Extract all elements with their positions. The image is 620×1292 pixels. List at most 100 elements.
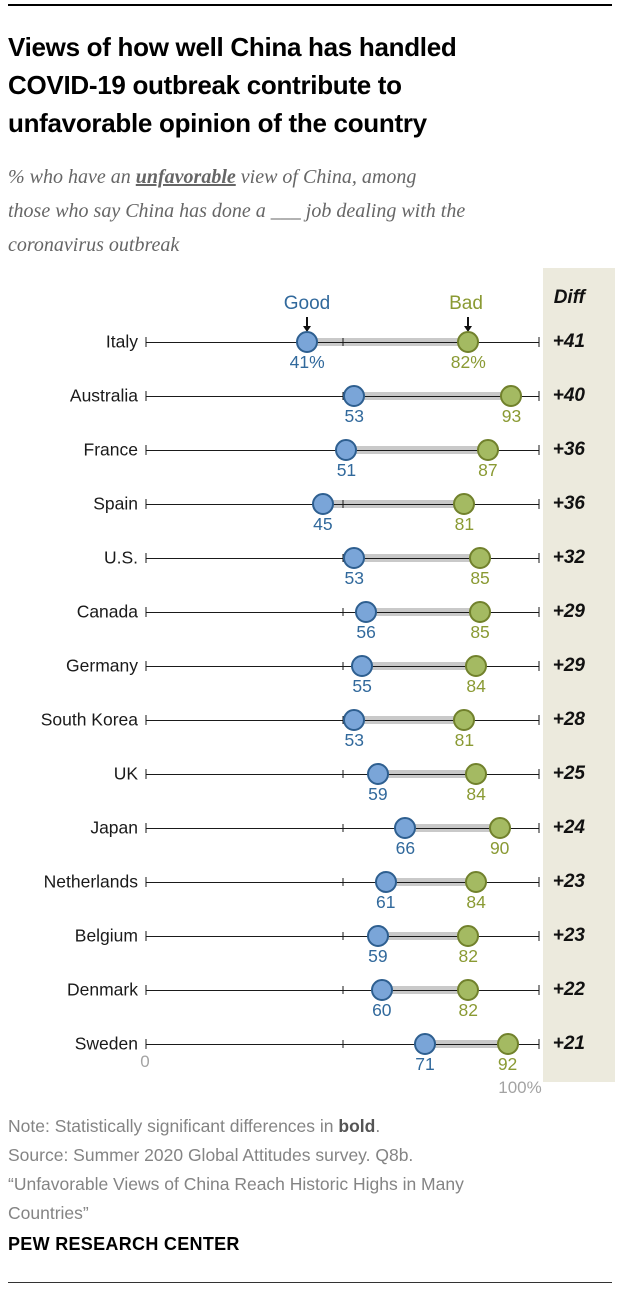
diff-value: +29	[552, 655, 585, 676]
diff-value: +36	[552, 493, 585, 514]
axis-tick	[342, 716, 343, 724]
axis-tick	[342, 500, 343, 508]
good-dot	[366, 763, 389, 785]
bad-dot	[465, 655, 488, 677]
legend-good-arrow-icon	[303, 326, 311, 332]
diff-value: +22	[552, 979, 585, 1000]
bad-value: 92	[497, 1054, 518, 1074]
axis-tick	[342, 662, 343, 670]
axis-tick	[538, 607, 540, 617]
good-dot	[366, 925, 389, 947]
diff-column-header: Diff	[553, 287, 585, 308]
bad-dot	[453, 493, 476, 515]
bad-value: 81	[454, 514, 475, 534]
bad-dot	[457, 979, 480, 1001]
bad-value: 93	[501, 406, 522, 426]
axis-tick	[538, 823, 540, 833]
title-line-2: COVID-19 outbreak contribute to	[8, 70, 402, 100]
axis-tick	[342, 824, 343, 832]
note-bold-word: bold	[338, 1116, 376, 1136]
axis-tick	[538, 337, 540, 347]
axis-tick	[342, 392, 343, 400]
bad-value: 90	[489, 838, 510, 858]
good-value: 61	[375, 892, 396, 912]
axis-tick	[145, 391, 147, 401]
bad-dot	[457, 925, 480, 947]
good-dot	[414, 1033, 437, 1055]
diff-value: +28	[552, 709, 585, 730]
bad-value: 85	[470, 568, 490, 588]
diff-value: +36	[552, 439, 585, 460]
country-label: France	[83, 439, 138, 460]
chart-footer: Note: Statistically significant differen…	[8, 1112, 520, 1228]
good-dot	[370, 979, 393, 1001]
axis-tick	[538, 391, 540, 401]
bad-value: 82	[458, 946, 478, 966]
legend-bad-pointer	[467, 317, 469, 326]
good-value: 59	[368, 784, 388, 804]
good-value: 41%	[289, 352, 325, 372]
title-line-1: Views of how well China has handled	[8, 32, 457, 62]
diff-value: +29	[552, 601, 585, 622]
axis-tick	[145, 661, 147, 671]
subtitle-line-2: those who say China has done a ___ job d…	[8, 200, 466, 222]
good-value: 55	[352, 676, 372, 696]
good-value: 53	[344, 730, 365, 750]
axis-tick	[538, 499, 540, 509]
good-dot	[355, 601, 378, 623]
brand-wordmark: PEW RESEARCH CENTER	[8, 1234, 240, 1254]
diff-value: +25	[552, 763, 585, 784]
axis-tick	[538, 553, 540, 563]
footer-report-title: “Unfavorable Views of China Reach Histor…	[8, 1174, 464, 1223]
bottom-divider	[8, 1282, 612, 1283]
axis-tick	[538, 877, 540, 887]
axis-tick	[145, 445, 147, 455]
axis-tick	[538, 715, 540, 725]
axis-tick	[145, 1039, 147, 1049]
country-label: Germany	[66, 655, 138, 676]
axis-tick	[145, 607, 147, 617]
subtitle-emphasis: unfavorable	[135, 166, 236, 188]
diff-value: +32	[552, 547, 585, 568]
axis-tick	[342, 770, 343, 778]
bad-dot	[476, 439, 499, 461]
good-dot	[351, 655, 374, 677]
country-label: U.S.	[103, 547, 138, 568]
subtitle-line-3: coronavirus outbreak	[8, 234, 180, 256]
diff-value: +23	[552, 925, 585, 946]
axis-tick	[538, 445, 540, 455]
good-value: 51	[336, 460, 357, 480]
chart-subtitle: % who have an unfavorable view of China,…	[8, 160, 568, 262]
legend-good-label: Good	[283, 293, 331, 314]
subtitle-text: view of China, among	[235, 166, 417, 188]
bad-value: 87	[478, 460, 498, 480]
country-label: Italy	[105, 331, 138, 352]
axis-tick	[145, 553, 147, 563]
bad-dot	[465, 763, 488, 785]
good-dot	[343, 709, 366, 731]
axis-tick	[538, 661, 540, 671]
good-value: 56	[356, 622, 376, 642]
axis-tick	[538, 769, 540, 779]
country-label: Spain	[93, 493, 138, 514]
axis-tick	[538, 1039, 540, 1049]
country-label: Japan	[90, 817, 138, 838]
good-value: 60	[372, 1000, 392, 1020]
bad-dot	[500, 385, 523, 407]
legend-bad-arrow-icon	[464, 326, 472, 332]
legend-bad-label: Bad	[449, 293, 483, 314]
axis-tick	[145, 715, 147, 725]
axis-tick	[342, 1040, 343, 1048]
country-label: Denmark	[67, 979, 138, 1000]
axis-tick	[538, 931, 540, 941]
diff-column-background	[543, 268, 615, 1082]
axis-tick	[145, 985, 147, 995]
axis-tick	[538, 985, 540, 995]
axis-max-label: 100%	[498, 1078, 542, 1097]
good-value: 59	[368, 946, 388, 966]
axis-min-label: 0	[140, 1052, 150, 1071]
good-dot	[343, 547, 366, 569]
axis-tick	[145, 823, 147, 833]
